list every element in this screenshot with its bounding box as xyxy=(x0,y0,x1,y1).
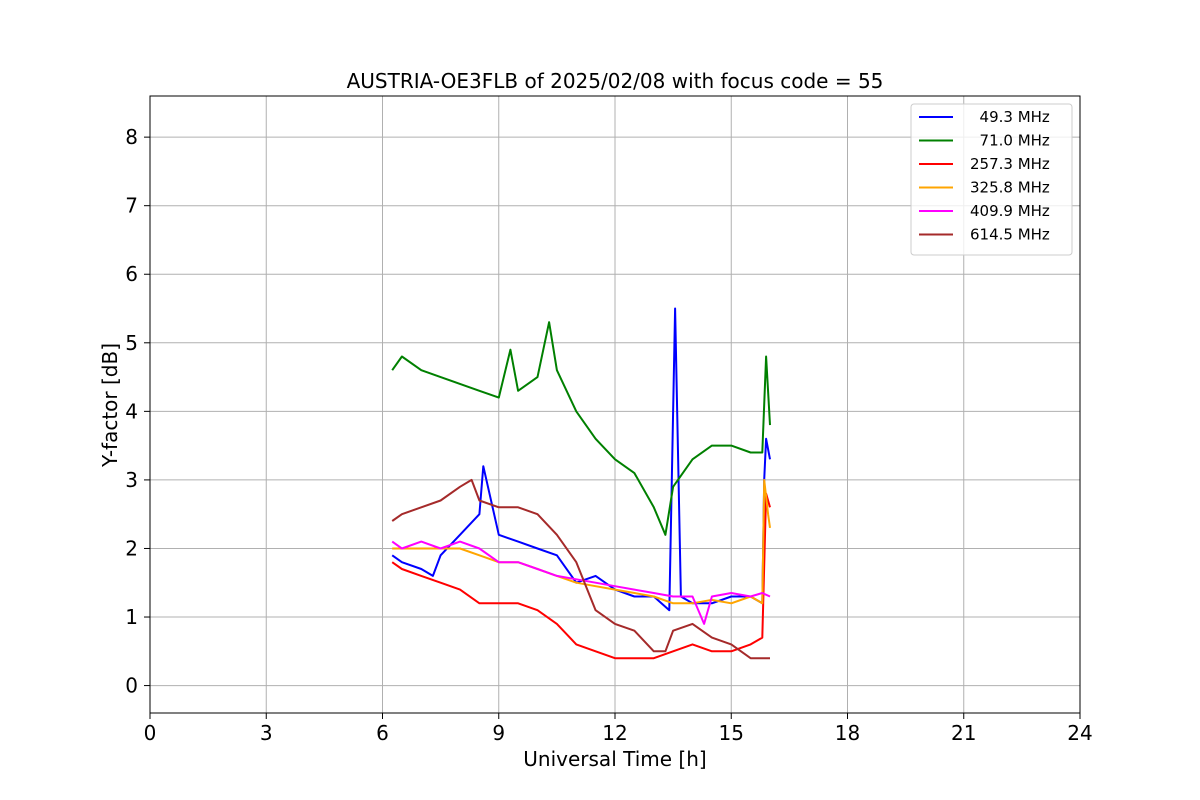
y-tick-label: 0 xyxy=(125,674,138,698)
legend-label: 614.5 MHz xyxy=(970,226,1050,244)
series-group xyxy=(391,307,771,660)
x-tick-label: 15 xyxy=(719,721,744,745)
x-tick-label: 6 xyxy=(376,721,389,745)
y-axis-label: Y-factor [dB] xyxy=(98,343,122,468)
series-line-5 xyxy=(391,478,770,660)
y-tick-label: 6 xyxy=(125,262,138,286)
x-tick-label: 18 xyxy=(835,721,860,745)
legend-box xyxy=(910,103,1073,256)
x-tick-label: 0 xyxy=(144,721,157,745)
y-tick-label: 1 xyxy=(125,605,138,629)
legend-label: 325.8 MHz xyxy=(970,179,1050,197)
y-tick-label: 2 xyxy=(125,536,138,560)
series-line-1 xyxy=(391,321,771,536)
legend-label: 49.3 MHz xyxy=(970,108,1050,126)
legend: 49.3 MHz 71.0 MHz 257.3 MHz 325.8 MHz 409.9… xyxy=(910,103,1073,256)
chart-title: AUSTRIA-OE3FLB of 2025/02/08 with focus … xyxy=(347,69,884,93)
x-tick-label: 24 xyxy=(1067,721,1092,745)
series-line-4 xyxy=(391,540,771,625)
legend-label: 257.3 MHz xyxy=(970,155,1050,173)
y-tick-label: 8 xyxy=(125,125,138,149)
x-tick-label: 3 xyxy=(260,721,273,745)
y-tick-label: 5 xyxy=(125,331,138,355)
y-tick-label: 4 xyxy=(125,399,138,423)
x-tick-label: 9 xyxy=(492,721,505,745)
x-tick-label: 21 xyxy=(951,721,976,745)
legend-label: 409.9 MHz xyxy=(970,202,1050,220)
x-tick-label: 12 xyxy=(602,721,627,745)
x-axis-label: Universal Time [h] xyxy=(523,747,706,771)
series-line-3 xyxy=(392,478,771,605)
y-tick-label: 7 xyxy=(125,194,138,218)
legend-label: 71.0 MHz xyxy=(970,132,1050,150)
y-tick-label: 3 xyxy=(125,468,138,492)
